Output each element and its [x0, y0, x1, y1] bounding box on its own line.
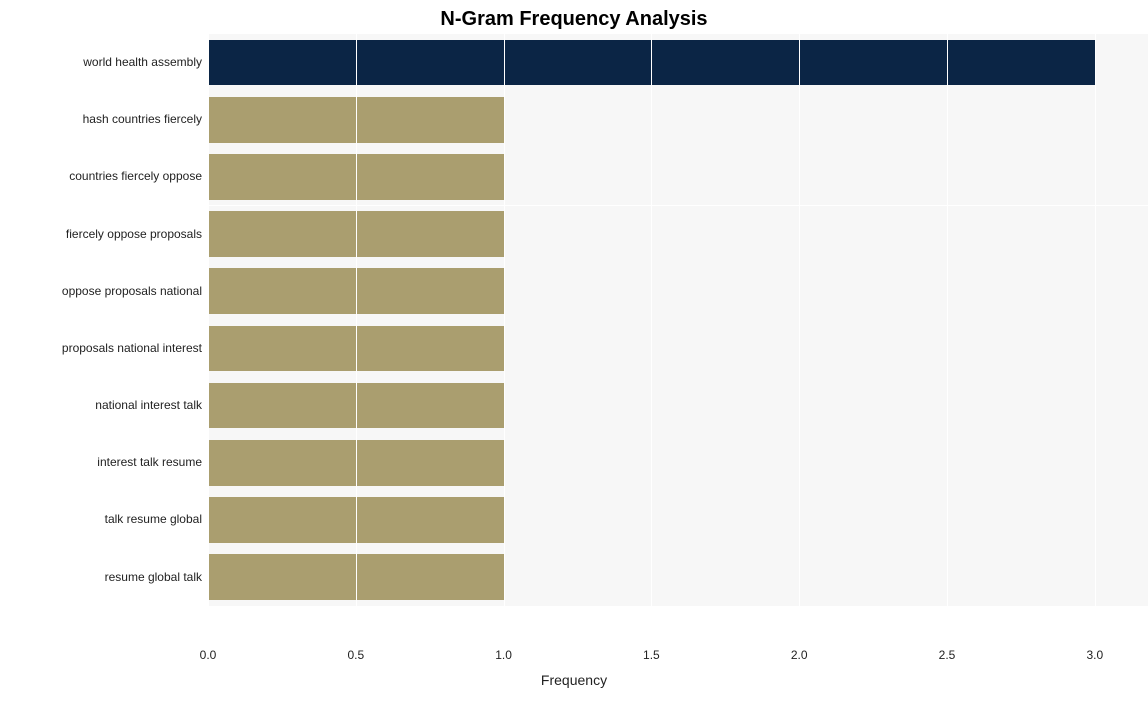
y-tick-label: fiercely oppose proposals: [2, 206, 202, 263]
grid-line: [504, 34, 505, 640]
grid-line: [799, 34, 800, 640]
grid-line: [356, 34, 357, 640]
y-tick-label: resume global talk: [2, 549, 202, 606]
grid-line: [947, 34, 948, 640]
y-tick-label: oppose proposals national: [2, 263, 202, 320]
grid-line: [208, 34, 209, 640]
ngram-frequency-chart: N-Gram Frequency Analysis Frequency worl…: [0, 0, 1148, 701]
grid-line: [651, 34, 652, 640]
x-axis-label: Frequency: [0, 672, 1148, 688]
y-tick-label: proposals national interest: [2, 320, 202, 377]
y-tick-label: hash countries fiercely: [2, 91, 202, 148]
x-tick-label: 3.0: [1086, 648, 1103, 662]
y-tick-label: world health assembly: [2, 34, 202, 91]
y-tick-label: talk resume global: [2, 491, 202, 548]
y-tick-label: countries fiercely oppose: [2, 148, 202, 205]
grid-line: [1095, 34, 1096, 640]
x-tick-label: 0.0: [200, 648, 217, 662]
x-tick-label: 1.0: [495, 648, 512, 662]
x-tick-label: 2.5: [939, 648, 956, 662]
chart-title: N-Gram Frequency Analysis: [0, 8, 1148, 31]
x-tick-label: 2.0: [791, 648, 808, 662]
x-tick-label: 0.5: [347, 648, 364, 662]
y-tick-label: interest talk resume: [2, 434, 202, 491]
x-tick-label: 1.5: [643, 648, 660, 662]
plot-area: [208, 34, 1148, 640]
y-tick-label: national interest talk: [2, 377, 202, 434]
